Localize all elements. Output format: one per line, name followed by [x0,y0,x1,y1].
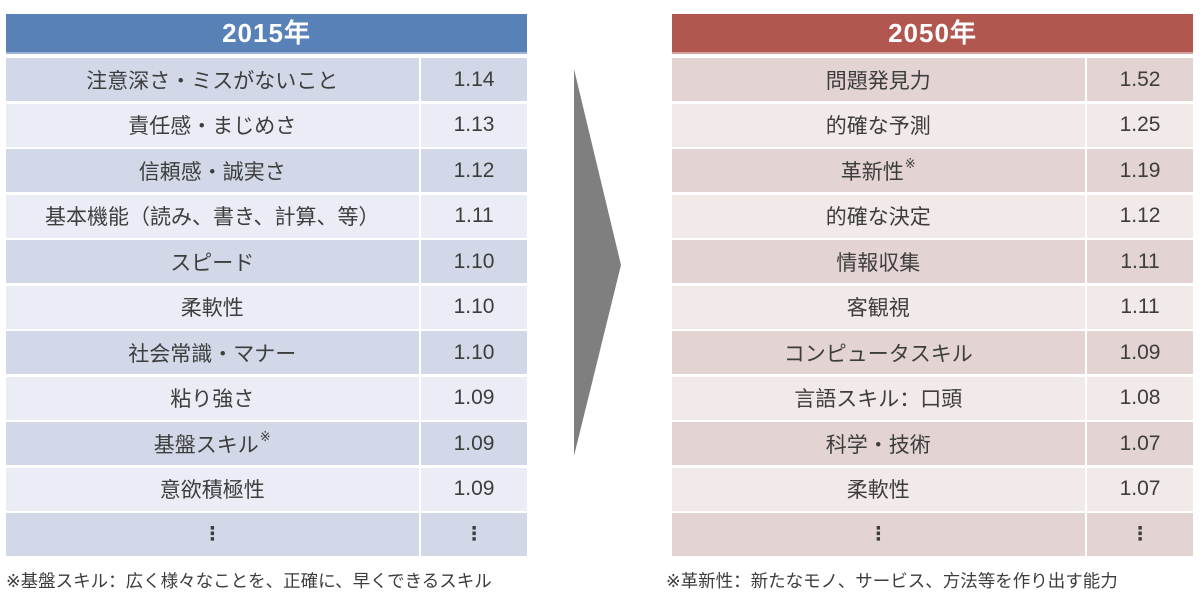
table-row: 科学・技術 1.07 [672,422,1193,465]
score-cell: 1.52 [1087,58,1193,101]
score-cell: 1.07 [1087,422,1193,465]
table-row: 革新性 ※ 1.19 [672,149,1193,192]
score-cell: ⋮ [421,513,527,556]
skill-label-cell: スピード [6,240,419,283]
table-2015: 2015年 注意深さ・ミスがないこと 1.14 責任感・まじめさ 1.13 信頼感・誠実… [6,14,527,593]
skill-label-cell: 責任感・まじめさ [6,103,419,147]
ellipsis-row: ⋮ ⋮ [6,513,527,556]
table-row: 柔軟性 1.10 [6,285,527,329]
right-arrow-icon [574,69,621,456]
ellipsis-row: ⋮ ⋮ [672,513,1193,556]
skill-label-cell: 注意深さ・ミスがないこと [6,58,419,101]
score-cell: 1.07 [1087,467,1193,511]
skill-label-cell: ⋮ [672,513,1085,556]
skill-label-cell: 信頼感・誠実さ [6,149,419,192]
table-2050-footnote: ※革新性：新たなモノ、サービス、方法等を作り出す能力 [666,571,1118,591]
table-row: 情報収集 1.11 [672,240,1193,283]
transition-arrow [574,69,621,456]
table-row: 社会常識・マナー 1.10 [6,331,527,374]
table-row: 注意深さ・ミスがないこと 1.14 [6,58,527,101]
table-row: 的確な決定 1.12 [672,194,1193,238]
score-cell: 1.10 [421,240,527,283]
skill-label-cell: 意欲積極性 [6,467,419,511]
score-cell: 1.14 [421,58,527,101]
skill-label-cell: 基本機能（読み、書き、計算、等） [6,194,419,238]
score-cell: 1.19 [1087,149,1193,192]
skill-label-cell: 問題発見力 [672,58,1085,101]
score-cell: 1.12 [1087,194,1193,238]
skill-label-cell: 社会常識・マナー [6,331,419,374]
skill-label-cell: 革新性 ※ [672,149,1085,192]
skill-label-cell: コンピュータスキル [672,331,1085,374]
table-row: コンピュータスキル 1.09 [672,331,1193,374]
score-cell: 1.11 [1087,240,1193,283]
skill-label-cell: 情報収集 [672,240,1085,283]
table-row: 的確な予測 1.25 [672,103,1193,147]
table-2050: 2050年 問題発見力 1.52 的確な予測 1.25 革新性 ※ 1.19 的確な決定 1.1… [666,14,1193,593]
score-cell: 1.09 [421,376,527,420]
skill-label-cell: 柔軟性 [6,285,419,329]
table-row: 責任感・まじめさ 1.13 [6,103,527,147]
table-row: 言語スキル：口頭 1.08 [672,376,1193,420]
table-row: スピード 1.10 [6,240,527,283]
score-cell: 1.12 [421,149,527,192]
skill-label-cell: 言語スキル：口頭 [672,376,1085,420]
skill-label-cell: 客観視 [672,285,1085,329]
skill-label-cell: 柔軟性 [672,467,1085,511]
table-2015-rows: 注意深さ・ミスがないこと 1.14 責任感・まじめさ 1.13 信頼感・誠実さ 1.12 基… [6,58,527,556]
score-cell: 1.10 [421,331,527,374]
score-cell: 1.11 [421,194,527,238]
skill-label-cell: 的確な予測 [672,103,1085,147]
score-cell: 1.13 [421,103,527,147]
score-cell: 1.25 [1087,103,1193,147]
score-cell: 1.10 [421,285,527,329]
score-cell: 1.08 [1087,376,1193,420]
skill-label-cell: 科学・技術 [672,422,1085,465]
table-2015-footnote: ※基盤スキル：広く様々なことを、正確に、早くできるスキル [6,571,492,591]
score-cell: 1.09 [421,467,527,511]
score-cell: 1.09 [421,422,527,465]
table-row: 基盤スキル ※ 1.09 [6,422,527,465]
score-cell: 1.09 [1087,331,1193,374]
score-cell: 1.11 [1087,285,1193,329]
table-row: 柔軟性 1.07 [672,467,1193,511]
table-row: 問題発見力 1.52 [672,58,1193,101]
skill-label-cell: 基盤スキル ※ [6,422,419,465]
table-2050-header: 2050年 [672,14,1193,54]
score-cell: ⋮ [1087,513,1193,556]
table-row: 粘り強さ 1.09 [6,376,527,420]
table-2050-rows: 問題発見力 1.52 的確な予測 1.25 革新性 ※ 1.19 的確な決定 1.12 情報収集 1… [672,58,1193,556]
table-2015-header: 2015年 [6,14,527,54]
table-row: 基本機能（読み、書き、計算、等） 1.11 [6,194,527,238]
table-row: 意欲積極性 1.09 [6,467,527,511]
table-row: 客観視 1.11 [672,285,1193,329]
skill-label-cell: 的確な決定 [672,194,1085,238]
skill-label-cell: 粘り強さ [6,376,419,420]
table-row: 信頼感・誠実さ 1.12 [6,149,527,192]
skill-label-cell: ⋮ [6,513,419,556]
